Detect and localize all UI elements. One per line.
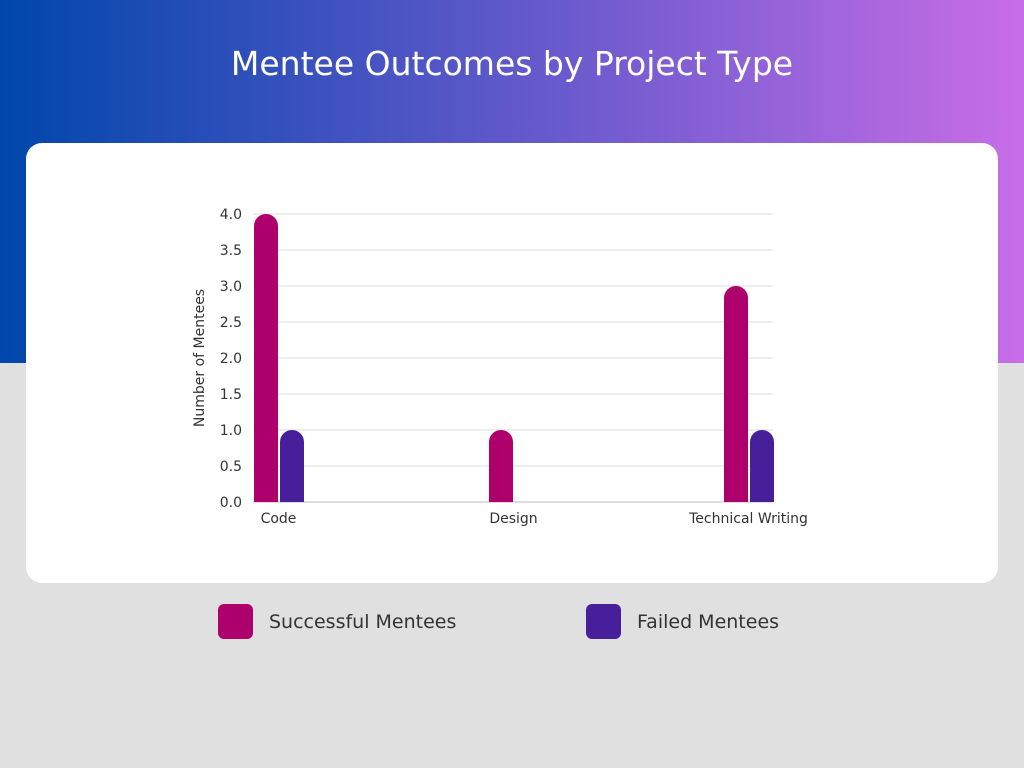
y-tick-label: 0.0 [220,495,242,511]
legend-swatch-successful [218,604,253,639]
bar-failed [750,430,774,502]
y-axis-label: Number of Mentees [192,289,208,427]
legend-item-successful: Successful Mentees [218,604,456,639]
bar-successful [254,214,278,502]
page-title: Mentee Outcomes by Project Type [230,44,794,83]
legend-label-successful: Successful Mentees [269,610,457,633]
y-tick-label: 3.5 [220,243,242,259]
chart-card [26,143,998,583]
y-tick-label: 1.0 [220,423,242,439]
y-tick-label: 2.5 [220,315,242,331]
legend-item-failed: Failed Mentees [586,604,779,639]
legend-swatch-failed [586,604,621,639]
y-tick-label: 3.0 [220,279,242,295]
legend-label-failed: Failed Mentees [637,610,780,633]
x-tick-label: Technical Writing [688,511,808,527]
bar-successful [724,286,748,502]
bar-successful [489,430,513,502]
x-tick-label: Design [489,511,537,527]
x-tick-label: Code [261,511,297,527]
y-tick-label: 4.0 [220,207,242,223]
bar-failed [280,430,304,502]
y-tick-label: 0.5 [220,459,242,475]
y-tick-label: 1.5 [220,387,242,403]
y-tick-label: 2.0 [220,351,242,367]
